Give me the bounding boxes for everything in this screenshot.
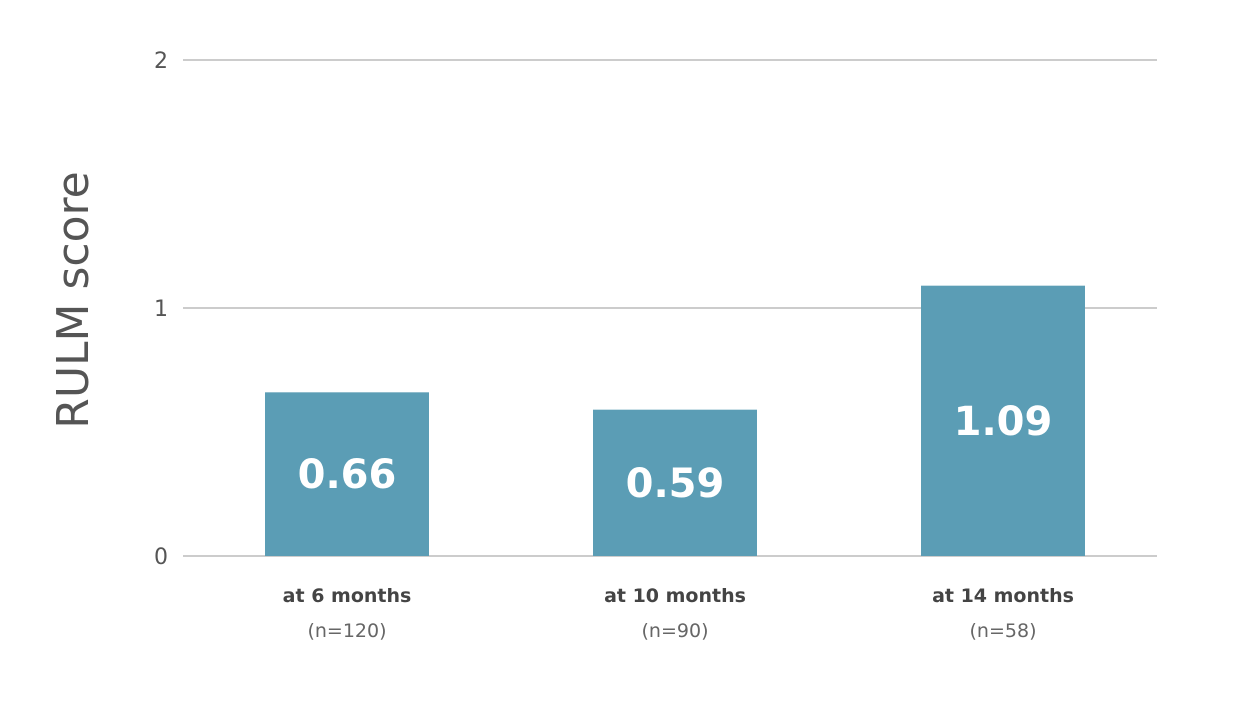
y-axis-ticks: 0 1 2	[154, 49, 168, 570]
bar-value-label: 1.09	[954, 399, 1053, 445]
bar-value-label: 0.59	[626, 461, 725, 507]
data-labels: 0.66 0.59 1.09	[298, 399, 1053, 507]
y-tick-label: 1	[154, 297, 168, 322]
category-sublabel: (n=120)	[307, 620, 386, 642]
bar-value-label: 0.66	[298, 452, 397, 498]
bar	[593, 409, 757, 556]
y-tick-label: 0	[154, 545, 168, 570]
category-label: at 6 months	[283, 585, 412, 607]
category-sublabel: (n=58)	[970, 620, 1037, 642]
y-axis-label: RULM score	[48, 171, 99, 428]
y-tick-label: 2	[154, 49, 168, 74]
x-axis-categories: at 6 months (n=120) at 10 months (n=90) at 1…	[283, 585, 1074, 642]
category-label: at 10 months	[604, 585, 746, 607]
bars	[265, 285, 1085, 556]
category-sublabel: (n=90)	[642, 620, 709, 642]
bar	[265, 392, 429, 556]
category-label: at 14 months	[932, 585, 1074, 607]
bar	[921, 285, 1085, 556]
